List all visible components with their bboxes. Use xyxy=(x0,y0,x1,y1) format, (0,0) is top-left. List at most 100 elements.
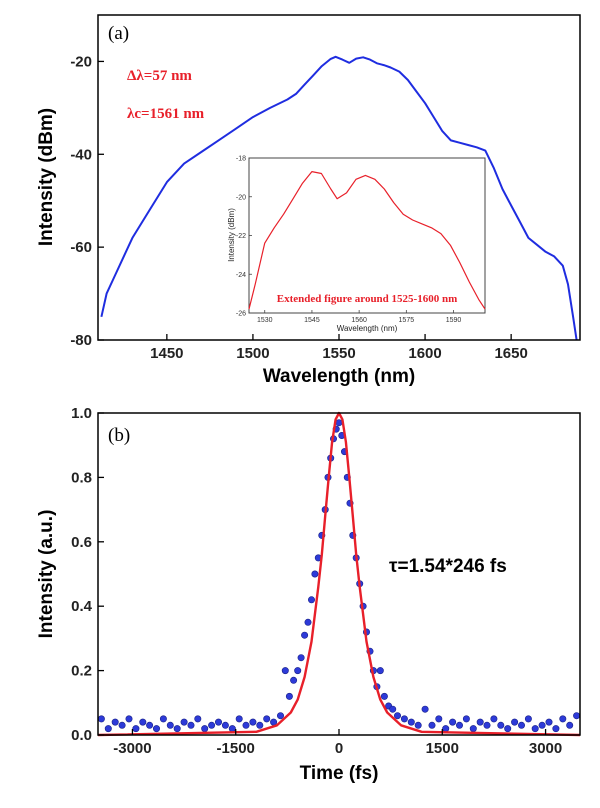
data-point xyxy=(166,721,174,729)
bandwidth-annotation: Δλ=57 nm xyxy=(127,68,192,84)
x-tick-label: 1600 xyxy=(408,345,441,362)
data-point xyxy=(428,721,436,729)
data-point xyxy=(389,705,397,713)
inset-chart: 1530 1545 1560 1575 1590 -26 -24 -22 -20 -18 Wavel… xyxy=(227,156,486,333)
data-point xyxy=(180,718,188,726)
data-point xyxy=(276,712,284,720)
data-point xyxy=(511,718,519,726)
inset-y-tick-label: -20 xyxy=(236,194,246,201)
x-tick-label: 1450 xyxy=(150,345,183,362)
x-tick-label: 3000 xyxy=(529,740,562,757)
data-point xyxy=(311,570,319,578)
inset-x-tick-label: 1575 xyxy=(399,317,415,324)
data-point xyxy=(263,715,271,723)
panel-a-spectrum: 1450 1500 1550 1600 1650 -80 -60 -40 -20 Waveleng… xyxy=(36,14,581,387)
data-point xyxy=(380,692,388,700)
inset-spectrum-line xyxy=(248,171,486,310)
inset-x-tick-label: 1545 xyxy=(304,317,320,324)
x-tick-label: 1650 xyxy=(494,345,527,362)
data-point xyxy=(194,715,202,723)
data-point xyxy=(435,715,443,723)
data-point xyxy=(301,631,309,639)
panel-b-frame xyxy=(97,412,581,736)
data-point xyxy=(118,721,126,729)
data-point xyxy=(201,725,209,733)
data-point xyxy=(208,721,216,729)
data-point xyxy=(290,676,298,684)
x-tick-label: 0 xyxy=(335,740,343,757)
x-tick-label: -1500 xyxy=(217,740,255,757)
data-point xyxy=(215,718,223,726)
inset-x-axis-title: Wavelength (nm) xyxy=(337,324,398,333)
inset-x-tick-label: 1590 xyxy=(446,317,462,324)
data-point xyxy=(187,721,195,729)
data-point xyxy=(139,718,147,726)
data-point xyxy=(400,715,408,723)
x-axis-title: Wavelength (nm) xyxy=(263,366,415,387)
data-point xyxy=(173,725,181,733)
data-point xyxy=(297,654,305,662)
y-tick-label: 1.0 xyxy=(71,405,92,422)
panel-b-autocorrelation: -3000 -1500 0 1500 3000 0.0 0.2 0.4 0.6 0.8 1.0 Tim… xyxy=(36,405,581,784)
data-point xyxy=(462,715,470,723)
y-tick-label: 0.8 xyxy=(71,469,92,486)
data-point xyxy=(449,718,457,726)
data-point xyxy=(393,712,401,720)
spectrum-line xyxy=(100,55,578,341)
data-point xyxy=(407,718,415,726)
data-point xyxy=(559,715,567,723)
data-point xyxy=(304,618,312,626)
data-point xyxy=(221,721,229,729)
data-point xyxy=(538,721,546,729)
data-point xyxy=(281,667,289,675)
data-point xyxy=(307,596,315,604)
panel-label: (b) xyxy=(108,425,130,446)
data-point xyxy=(552,725,560,733)
data-point xyxy=(573,712,581,720)
y-tick-label: -60 xyxy=(70,239,92,256)
inset-y-axis-title: Intensity (dBm) xyxy=(227,208,236,262)
data-point xyxy=(335,419,343,427)
inset-y-tick-label: -18 xyxy=(236,156,246,163)
y-tick-label: 0.2 xyxy=(71,663,92,680)
data-point xyxy=(421,705,429,713)
data-point xyxy=(504,725,512,733)
y-tick-label: -80 xyxy=(70,332,92,349)
data-point xyxy=(524,715,532,723)
data-point xyxy=(132,725,140,733)
data-point xyxy=(256,721,264,729)
data-point xyxy=(531,725,539,733)
data-point xyxy=(125,715,133,723)
data-point xyxy=(270,718,278,726)
data-point xyxy=(97,715,105,723)
y-tick-label: 0.6 xyxy=(71,534,92,551)
data-point xyxy=(442,725,450,733)
inset-x-tick-label: 1560 xyxy=(351,317,367,324)
data-point xyxy=(285,692,293,700)
y-tick-label: -20 xyxy=(70,53,92,70)
fit-curve xyxy=(97,411,581,737)
data-point xyxy=(490,715,498,723)
data-point xyxy=(414,721,422,729)
data-point xyxy=(566,721,574,729)
data-point xyxy=(376,667,384,675)
data-point xyxy=(159,715,167,723)
y-tick-label: 0.4 xyxy=(71,598,93,615)
y-axis-title: Intensity (dBm) xyxy=(36,108,57,246)
x-tick-label: -3000 xyxy=(113,740,151,757)
x-tick-label: 1550 xyxy=(322,345,355,362)
data-point xyxy=(294,667,302,675)
inset-frame xyxy=(248,157,486,314)
y-tick-label: 0.0 xyxy=(71,727,92,744)
data-point xyxy=(111,718,119,726)
data-point xyxy=(104,725,112,733)
data-point xyxy=(497,721,505,729)
data-point xyxy=(153,725,161,733)
inset-y-tick-label: -26 xyxy=(236,311,246,318)
data-point xyxy=(146,721,154,729)
data-point xyxy=(249,718,257,726)
panel-label: (a) xyxy=(108,23,129,44)
center-wavelength-annotation: λc=1561 nm xyxy=(127,106,205,122)
data-point xyxy=(545,718,553,726)
